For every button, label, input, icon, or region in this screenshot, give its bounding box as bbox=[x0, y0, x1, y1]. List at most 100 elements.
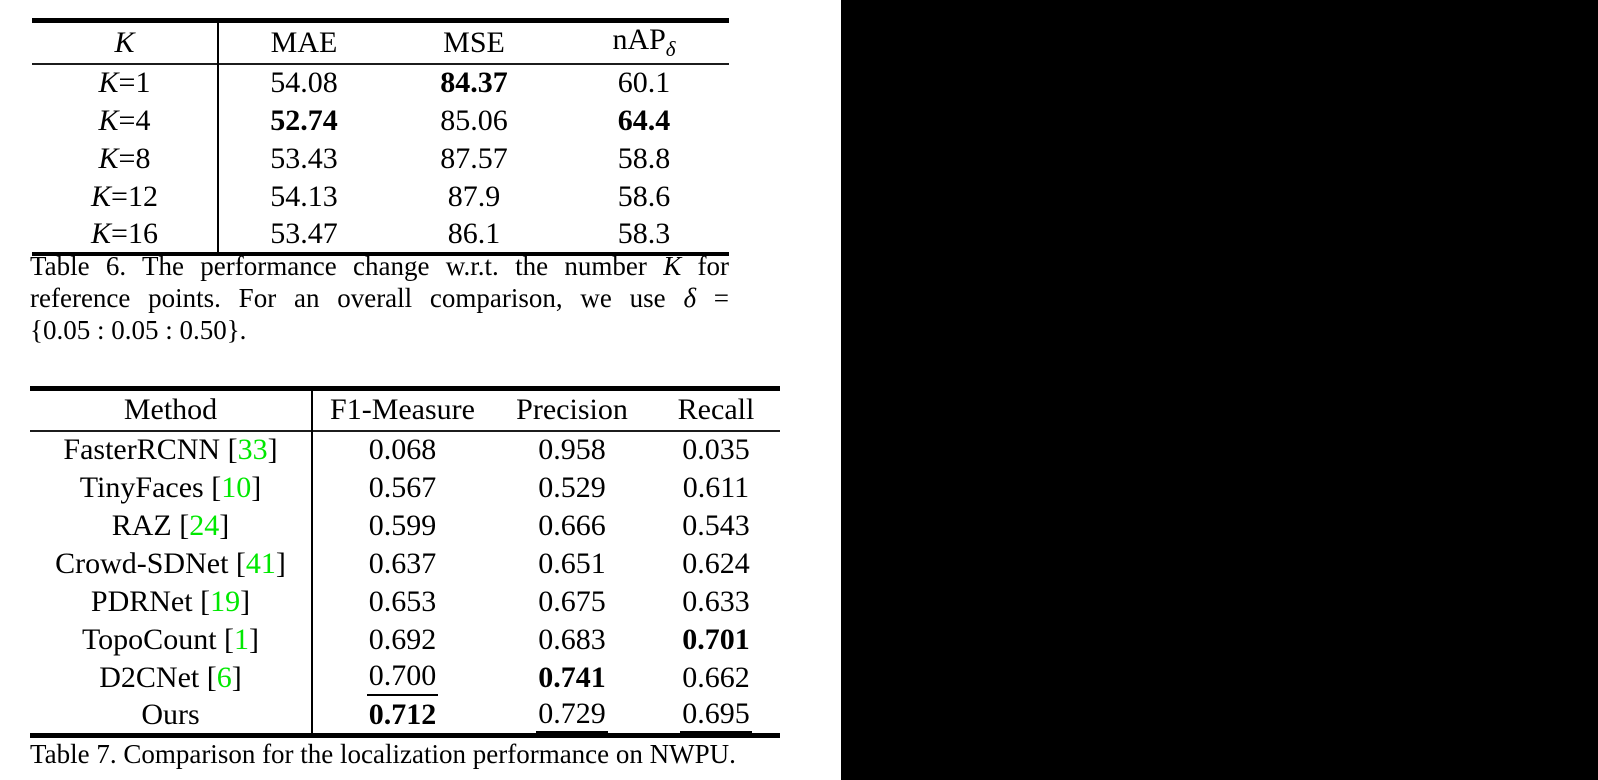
citation-bracket: [ bbox=[192, 584, 211, 618]
metric-value: 64.4 bbox=[617, 103, 671, 137]
citation-bracket: [ bbox=[216, 622, 235, 656]
black-background-region bbox=[841, 0, 1598, 780]
table6-caption-line2: reference points. For an overall compari… bbox=[30, 282, 729, 314]
metric-value: 58.3 bbox=[617, 216, 671, 250]
mae-cell: 54.13 bbox=[218, 178, 389, 216]
method-cell: TopoCount [1] bbox=[30, 620, 313, 659]
metric-value: 87.9 bbox=[447, 179, 501, 213]
metric-value: 58.6 bbox=[617, 179, 671, 213]
method-name: TinyFaces bbox=[79, 470, 204, 504]
method-cell: FasterRCNN [33] bbox=[30, 430, 313, 469]
metric-value: 53.47 bbox=[270, 216, 338, 250]
metric-value: 0.729 bbox=[536, 697, 608, 733]
metric-value: 0.958 bbox=[538, 433, 606, 466]
metric-value: 0.692 bbox=[368, 622, 437, 656]
k-symbol: K bbox=[663, 251, 682, 281]
precision-cell: 0.666 bbox=[492, 507, 652, 545]
k-value: =4 bbox=[118, 103, 151, 137]
citation-bracket: [ bbox=[199, 660, 217, 694]
metric-value: 0.599 bbox=[368, 508, 437, 542]
nap-cell: 60.1 bbox=[559, 64, 729, 102]
citation-bracket: [ bbox=[171, 508, 190, 542]
table6-ablation-k: K MAE MSE nAPδ K=1 54.08 84.37 60.1 K=4 52.74… bbox=[32, 18, 729, 256]
precision-cell: 0.729 bbox=[492, 697, 652, 736]
f1-cell: 0.637 bbox=[312, 545, 492, 583]
citation-link[interactable]: 10 bbox=[221, 470, 252, 504]
table7-row: FasterRCNN [33] 0.068 0.958 0.035 bbox=[30, 430, 780, 469]
table7-row: TopoCount [1] 0.692 0.683 0.701 bbox=[30, 620, 780, 659]
citation-link[interactable]: 41 bbox=[245, 546, 276, 580]
k-cell: K=1 bbox=[32, 63, 219, 102]
metric-value: 86.1 bbox=[447, 216, 501, 250]
table7-row: Crowd-SDNet [41] 0.637 0.651 0.624 bbox=[30, 544, 780, 583]
table6-row: K=1 54.08 84.37 60.1 bbox=[32, 63, 729, 102]
caption-text: for bbox=[681, 251, 730, 281]
f1-cell: 0.567 bbox=[312, 469, 492, 507]
precision-cell: 0.683 bbox=[492, 621, 652, 659]
citation-bracket: [ bbox=[203, 470, 222, 504]
method-cell: Crowd-SDNet [41] bbox=[30, 544, 313, 583]
mse-cell: 84.37 bbox=[389, 64, 559, 102]
k-value: =8 bbox=[118, 141, 151, 175]
table7-row: PDRNet [19] 0.653 0.675 0.633 bbox=[30, 582, 780, 621]
f1-cell: 0.653 bbox=[312, 583, 492, 621]
k-symbol: K bbox=[114, 25, 135, 59]
metric-value: 60.1 bbox=[617, 66, 671, 99]
nap-cell: 64.4 bbox=[559, 102, 729, 140]
table6-row: K=8 53.43 87.57 58.8 bbox=[32, 139, 729, 178]
precision-cell: 0.958 bbox=[492, 431, 652, 469]
metric-value: 0.695 bbox=[680, 697, 752, 733]
citation-link[interactable]: 6 bbox=[216, 660, 232, 694]
nap-cell: 58.8 bbox=[559, 140, 729, 178]
table6-row: K=4 52.74 85.06 64.4 bbox=[32, 101, 729, 140]
k-cell: K=8 bbox=[32, 139, 219, 178]
nap-cell: 58.3 bbox=[559, 216, 729, 254]
citation-bracket: ] bbox=[219, 508, 230, 542]
metric-value: 0.624 bbox=[682, 546, 750, 580]
metric-value: 85.06 bbox=[440, 103, 508, 137]
table6-row: K=16 53.47 86.1 58.3 bbox=[32, 215, 729, 254]
paper-page-column: K MAE MSE nAPδ K=1 54.08 84.37 60.1 K=4 52.74… bbox=[0, 0, 841, 780]
metric-value: 0.529 bbox=[538, 470, 606, 504]
delta-symbol: δ bbox=[683, 283, 696, 313]
table7-row: Ours 0.712 0.729 0.695 bbox=[30, 696, 780, 736]
method-name: Ours bbox=[141, 697, 200, 731]
recall-cell: 0.701 bbox=[652, 621, 780, 659]
table7-row: D2CNet [6] 0.700 0.741 0.662 bbox=[30, 658, 780, 697]
method-name: Crowd-SDNet bbox=[55, 546, 229, 580]
table6-caption-line1: Table 6. The performance change w.r.t. t… bbox=[30, 250, 729, 282]
mae-cell: 54.08 bbox=[218, 64, 389, 102]
recall-cell: 0.035 bbox=[652, 431, 780, 469]
metric-value: 84.37 bbox=[440, 66, 508, 99]
citation-link[interactable]: 19 bbox=[210, 584, 241, 618]
table7-header-method: Method bbox=[30, 388, 313, 431]
citation-bracket: [ bbox=[220, 433, 238, 466]
metric-value: 0.567 bbox=[368, 470, 437, 504]
method-cell: TinyFaces [10] bbox=[30, 468, 313, 507]
method-cell: Ours bbox=[30, 696, 313, 736]
metric-value: 54.13 bbox=[270, 179, 338, 213]
f1-cell: 0.712 bbox=[312, 697, 492, 736]
metric-value: 0.666 bbox=[538, 508, 606, 542]
table6-header-nap: nAPδ bbox=[559, 21, 729, 64]
mse-cell: 87.57 bbox=[389, 140, 559, 178]
f1-cell: 0.692 bbox=[312, 621, 492, 659]
table6-caption: Table 6. The performance change w.r.t. t… bbox=[30, 250, 729, 346]
k-symbol: K bbox=[91, 216, 112, 250]
mae-cell: 53.43 bbox=[218, 140, 389, 178]
mse-cell: 85.06 bbox=[389, 102, 559, 140]
k-symbol: K bbox=[98, 66, 119, 99]
recall-cell: 0.695 bbox=[652, 697, 780, 736]
k-value: =16 bbox=[111, 216, 158, 250]
k-symbol: K bbox=[91, 179, 112, 213]
recall-cell: 0.633 bbox=[652, 583, 780, 621]
table6-header-k: K bbox=[32, 20, 219, 64]
caption-text: Table 6. The performance change w.r.t. t… bbox=[30, 251, 664, 281]
table7-caption: Table 7. Comparison for the localization… bbox=[30, 739, 736, 769]
citation-link[interactable]: 24 bbox=[189, 508, 220, 542]
metric-value: 0.701 bbox=[682, 622, 750, 656]
k-value: =12 bbox=[111, 179, 158, 213]
citation-link[interactable]: 1 bbox=[234, 622, 250, 656]
nap-cell: 58.6 bbox=[559, 178, 729, 216]
citation-link[interactable]: 33 bbox=[237, 433, 268, 466]
